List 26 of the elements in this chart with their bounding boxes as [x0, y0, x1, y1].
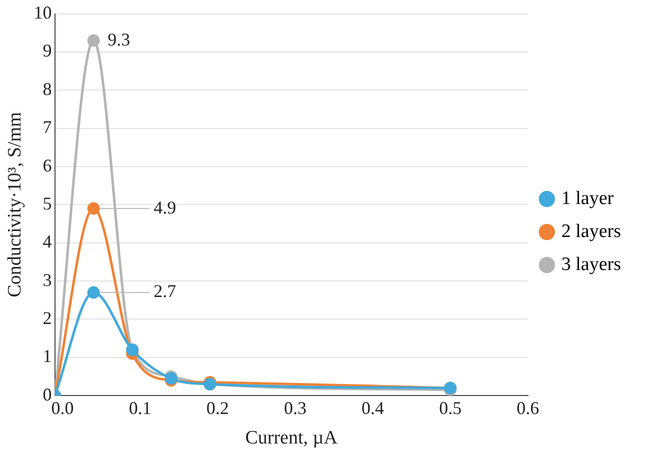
x-tick-label: 0.2 [206, 398, 229, 418]
x-tick-label: 0.5 [439, 398, 462, 418]
y-tick-label: 5 [42, 193, 52, 214]
x-tick-label: 0.6 [516, 398, 540, 418]
y-axis-title: Conductivity·10³, S/mm [4, 112, 26, 298]
legend-label: 3 layers [561, 254, 622, 275]
y-tick-label: 6 [42, 155, 52, 176]
y-tick-label: 2 [42, 308, 52, 328]
x-axis-title: Current, µA [245, 428, 338, 449]
x-tick-label: 0.1 [128, 398, 152, 418]
y-tick-label: 4 [42, 232, 52, 252]
x-tick-label: 0.3 [284, 398, 306, 418]
data-label: 9.3 [108, 29, 130, 50]
x-tick-label: 0.4 [362, 398, 384, 418]
y-tick-label: 3 [42, 270, 52, 290]
data-label: 4.9 [154, 197, 176, 218]
legend-label: 2 layers [561, 220, 622, 242]
y-tick-label: 0 [42, 384, 52, 404]
legend-label: 1 layer [561, 188, 614, 209]
y-tick-label: 8 [42, 78, 52, 99]
y-tick-label: 10 [34, 2, 52, 23]
y-tick-label: 9 [42, 40, 52, 61]
x-tick-label: 0.0 [51, 398, 74, 418]
data-label: 2.7 [154, 281, 176, 302]
y-tick-label: 1 [42, 346, 52, 366]
y-tick-label: 7 [42, 117, 52, 138]
